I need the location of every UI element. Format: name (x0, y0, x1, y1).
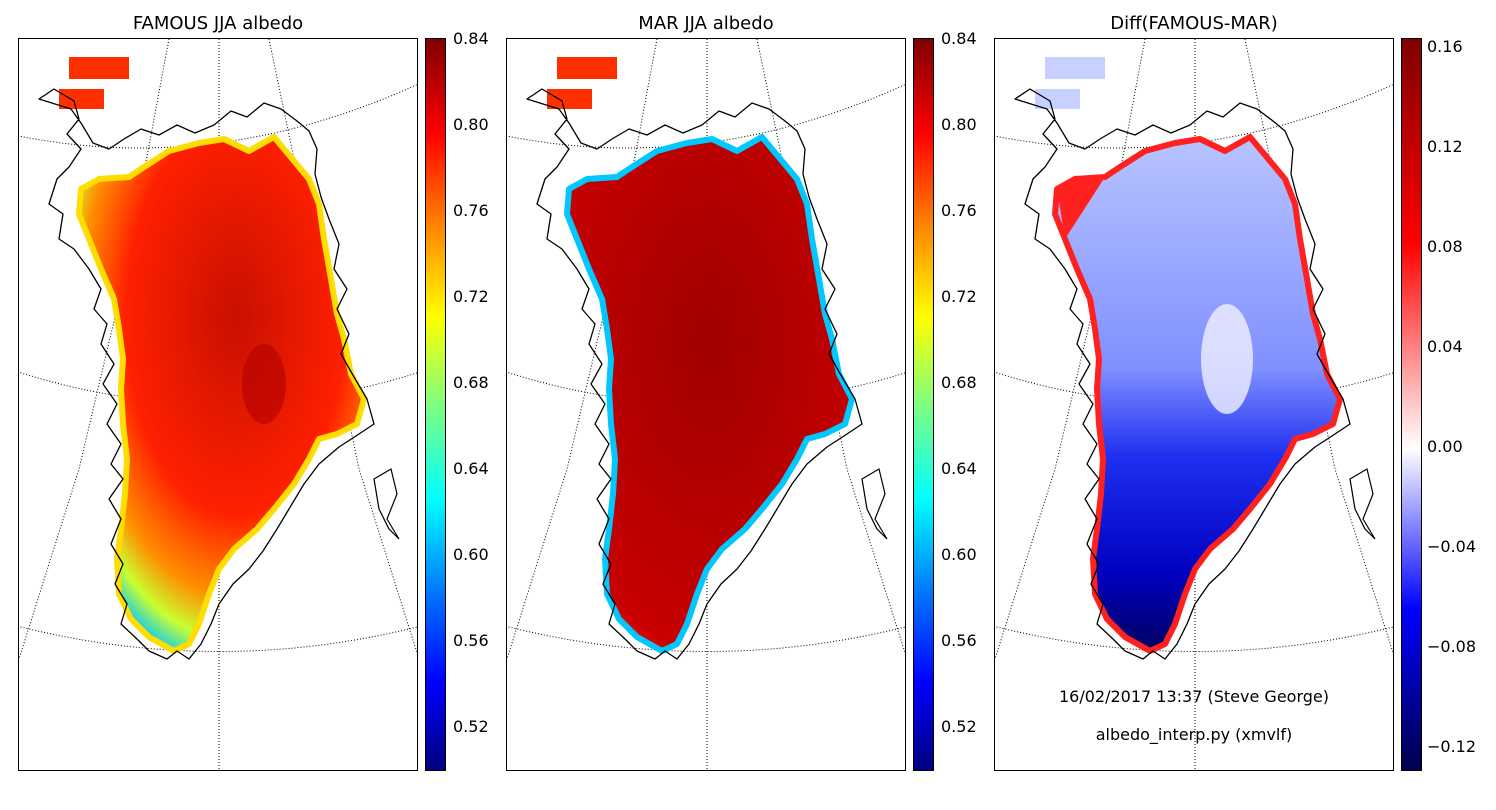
colorbar-tick: −0.12 (1427, 737, 1477, 756)
map-diff-albedo (994, 38, 1394, 771)
colorbar-tick: 0.84 (453, 29, 489, 48)
map-famous-svg (19, 39, 417, 770)
colorbar-tick: −0.04 (1427, 537, 1477, 556)
ice-sheet-edge (565, 135, 854, 653)
high-albedo-core (242, 344, 286, 424)
coastline-island (861, 468, 888, 540)
colorbar-tick: 0.68 (941, 373, 977, 392)
timestamp-note: 16/02/2017 13:37 (Steve George) (1059, 687, 1329, 706)
ice-sheet-edge (1053, 135, 1342, 653)
ice-cap (547, 89, 592, 109)
colorbar-diff (1401, 38, 1422, 771)
colorbar-tick: 0.72 (941, 287, 977, 306)
ice-sheet-edge (77, 135, 366, 653)
colorbar-tick: 0.64 (941, 459, 977, 478)
ice-cap (1035, 89, 1080, 109)
graticule-line (507, 625, 905, 652)
coastline (1014, 88, 1351, 660)
coastline (526, 88, 863, 660)
colorbar-tick: 0.80 (453, 115, 489, 134)
colorbar-tick: 0.12 (1427, 137, 1463, 156)
graticule-line (995, 625, 1393, 652)
map-layer (19, 39, 417, 770)
colorbar-tick: 0.68 (453, 373, 489, 392)
map-layer (507, 39, 905, 770)
coastline-island (373, 468, 400, 540)
map-mar-svg (507, 39, 905, 770)
graticule-line (995, 83, 1393, 149)
colorbar-tick: 0.08 (1427, 237, 1463, 256)
colorbar-mar (913, 38, 934, 771)
colorbar-tick: 0.56 (453, 631, 489, 650)
script-note: albedo_interp.py (xmvlf) (1095, 725, 1293, 744)
colorbar-tick: 0.56 (941, 631, 977, 650)
colorbar-tick: 0.72 (453, 287, 489, 306)
colorbar-tick: 0.80 (941, 115, 977, 134)
colorbar-famous (425, 38, 446, 771)
colorbar-tick: 0.60 (941, 545, 977, 564)
map-layer (995, 39, 1393, 770)
graticule-line (507, 83, 905, 149)
coastline-island (1349, 468, 1376, 540)
colorbar-tick: 0.04 (1427, 337, 1463, 356)
ice-cap (1045, 57, 1105, 79)
map-mar-albedo (506, 38, 906, 771)
colorbar-tick: 0.76 (453, 201, 489, 220)
ice-cap (59, 89, 104, 109)
panel-title-famous: FAMOUS JJA albedo (132, 13, 304, 34)
panel-title-diff: Diff(FAMOUS-MAR) (1110, 13, 1278, 34)
colorbar-tick: 0.52 (941, 717, 977, 736)
colorbar-tick: 0.84 (941, 29, 977, 48)
colorbar-tick: 0.16 (1427, 37, 1463, 56)
near-zero-region (1201, 304, 1253, 414)
coastline (38, 88, 375, 660)
colorbar-tick: 0.60 (453, 545, 489, 564)
map-diff-svg (995, 39, 1393, 770)
colorbar-tick: 0.00 (1427, 437, 1463, 456)
colorbar-tick: 0.64 (453, 459, 489, 478)
colorbar-tick: −0.08 (1427, 637, 1477, 656)
ice-cap (69, 57, 129, 79)
colorbar-tick: 0.76 (941, 201, 977, 220)
map-famous-albedo (18, 38, 418, 771)
ice-cap (557, 57, 617, 79)
graticule-line (19, 83, 417, 149)
panel-title-mar: MAR JJA albedo (638, 13, 774, 34)
colorbar-tick: 0.52 (453, 717, 489, 736)
graticule-line (19, 625, 417, 652)
positive-edge-region (1057, 177, 1105, 239)
